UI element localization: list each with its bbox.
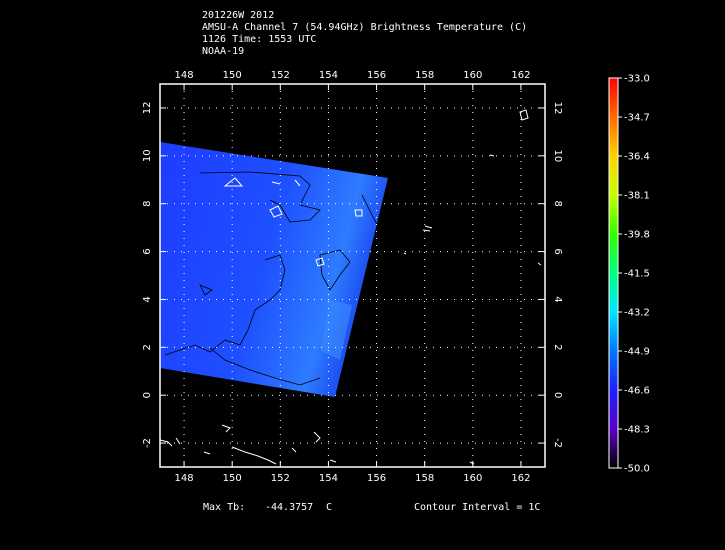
lon-label-top: 148 [175, 70, 194, 81]
colorbar-label: -41.5 [624, 269, 650, 280]
colorbar-gradient [609, 78, 618, 468]
lon-label-top: 158 [415, 70, 434, 81]
lon-label-top: 154 [319, 70, 338, 81]
lat-label-left: 10 [142, 149, 153, 162]
lat-label-left: 6 [142, 248, 153, 254]
axis-ticks [160, 84, 545, 467]
lat-label-right: 0 [552, 392, 563, 398]
colorbar-label: -33.0 [624, 74, 650, 85]
max-tb-value: -44.3757 [265, 502, 314, 513]
contour-interval: Contour Interval = 1C [414, 502, 541, 513]
title-line-4: NOAA-19 [202, 46, 245, 57]
lon-label-top: 150 [223, 70, 242, 81]
lon-label-bottom: 160 [463, 473, 482, 484]
lon-label-bottom: 150 [223, 473, 242, 484]
coastlines [159, 109, 542, 465]
map-frame [159, 83, 546, 468]
lat-label-left: 8 [142, 201, 153, 207]
lat-label-right: -2 [552, 438, 563, 448]
colorbar-label: -36.4 [624, 152, 650, 163]
lat-label-left: 4 [142, 296, 153, 302]
colorbar-label: -43.2 [624, 308, 650, 319]
lat-label-right: 8 [552, 201, 563, 207]
lat-label-left: 0 [142, 392, 153, 398]
lat-label-right: 12 [552, 102, 563, 115]
colorbar-label: -39.8 [624, 230, 650, 241]
title-line-3: 1126 Time: 1553 UTC [202, 34, 317, 45]
title-line-2: AMSU-A Channel 7 (54.94GHz) Brightness T… [202, 22, 528, 33]
satellite-swath [160, 142, 388, 397]
colorbar-label: -46.6 [624, 386, 650, 397]
lon-label-top: 162 [511, 70, 530, 81]
axis-labels: 148 148 150 150 152 152 154 154 156 156 158 158 160 1… [142, 70, 563, 484]
lon-label-top: 156 [367, 70, 386, 81]
max-tb-unit: C [326, 502, 333, 513]
lon-label-top: 152 [271, 70, 290, 81]
colorbar-label: -44.9 [624, 347, 650, 358]
lat-label-right: 6 [552, 248, 563, 254]
lat-label-right: 2 [552, 344, 563, 350]
lon-label-bottom: 152 [271, 473, 290, 484]
lat-label-left: 2 [142, 344, 153, 350]
title-line-1: 201226W 2012 [202, 10, 275, 21]
contour-lines [164, 171, 381, 386]
lon-label-bottom: 154 [319, 473, 338, 484]
lon-label-bottom: 158 [415, 473, 434, 484]
max-tb-label: Max Tb: [203, 502, 246, 513]
colorbar-label: -50.0 [624, 464, 650, 475]
colorbar-label: -34.7 [624, 113, 650, 124]
colorbar: -33.0 -34.7 -36.4 -38.1 -39.8 -41.5 -43.2 -44.9… [608, 74, 650, 475]
lat-label-left: -2 [142, 438, 153, 448]
lon-label-bottom: 148 [175, 473, 194, 484]
lon-label-bottom: 156 [367, 473, 386, 484]
colorbar-label: -38.1 [624, 191, 650, 202]
colorbar-label: -48.3 [624, 425, 650, 436]
lon-label-bottom: 162 [511, 473, 530, 484]
lat-label-left: 12 [142, 102, 153, 115]
lat-lon-grid [160, 84, 545, 467]
lat-label-right: 4 [552, 296, 563, 302]
title-block: 201226W 2012 AMSU-A Channel 7 (54.94GHz) … [202, 10, 527, 58]
lon-label-top: 160 [463, 70, 482, 81]
lat-label-right: 10 [552, 149, 563, 162]
